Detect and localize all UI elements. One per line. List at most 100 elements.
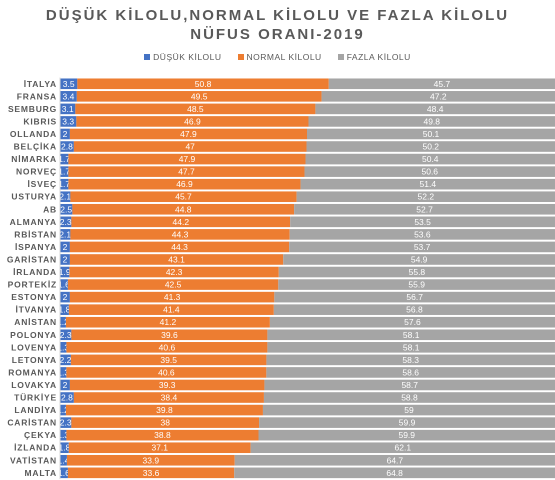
- data-label-underweight: 1.4: [58, 455, 70, 465]
- data-label-normal: 44.3: [172, 229, 189, 239]
- bar-segment-normal: [68, 442, 251, 454]
- bar-segment-normal: [71, 216, 291, 228]
- data-label-underweight: 1.7: [58, 167, 70, 177]
- bar-segment-normal: [66, 342, 268, 353]
- bar-segment-normal: [76, 116, 309, 127]
- data-label-overweight: 54.9: [411, 254, 428, 264]
- category-label: NORVEÇ: [16, 167, 57, 177]
- data-label-underweight: 2.1: [59, 229, 71, 239]
- bar-segment-normal: [66, 367, 267, 378]
- bar-segment-normal: [65, 404, 263, 416]
- data-label-overweight: 58.7: [401, 380, 418, 390]
- category-label: LETONYA: [12, 355, 57, 365]
- category-label: AB: [43, 204, 57, 214]
- data-label-overweight: 52.7: [416, 204, 433, 214]
- bar-segment-normal: [69, 254, 284, 265]
- bar-segment-overweight: [278, 266, 555, 278]
- data-label-overweight: 58.3: [402, 355, 419, 365]
- category-label: ESTONYA: [11, 292, 57, 302]
- data-label-underweight: 3.5: [63, 79, 75, 89]
- bar-segment-underweight: [60, 354, 71, 366]
- bar-segment-underweight: [60, 191, 71, 203]
- data-label-normal: 45.7: [175, 192, 192, 202]
- data-label-overweight: 50.4: [422, 154, 439, 164]
- bar-segment-underweight: [60, 429, 67, 441]
- bar-segment-underweight: [60, 203, 73, 215]
- bar-segment-underweight: [60, 442, 69, 454]
- bar-segment-overweight: [278, 279, 555, 290]
- category-label: KIBRIS: [23, 116, 57, 126]
- legend-swatch-normal: [237, 54, 244, 60]
- bar-segment-underweight: [60, 454, 67, 466]
- category-label: ALMANYA: [10, 217, 57, 227]
- data-label-overweight: 49.8: [423, 116, 440, 126]
- category-label: POLONYA: [10, 330, 57, 340]
- data-label-overweight: 58.1: [403, 342, 420, 352]
- bar-segment-normal: [68, 166, 305, 177]
- bar-segment-normal: [67, 467, 235, 479]
- bar-segment-overweight: [266, 354, 555, 366]
- bar-segment-underweight: [60, 241, 70, 253]
- data-label-underweight: 1.6: [58, 468, 70, 478]
- data-label-normal: 46.9: [184, 116, 201, 126]
- legend: DÜŞÜK KİLOLU NORMAL KİLOLU FAZLA KİLOLU: [0, 52, 555, 62]
- data-label-normal: 50.8: [195, 79, 212, 89]
- category-label: OLLANDA: [10, 129, 57, 139]
- data-label-underweight: 2.8: [61, 142, 73, 152]
- bar-segment-underweight: [60, 467, 68, 479]
- bar-segment-normal: [69, 241, 290, 253]
- data-label-normal: 37.1: [151, 443, 168, 453]
- data-label-normal: 41.4: [163, 305, 180, 315]
- data-label-normal: 33.6: [143, 468, 160, 478]
- data-label-normal: 44.3: [171, 242, 188, 252]
- bar-segment-underweight: [60, 392, 74, 403]
- bar-segment-normal: [65, 316, 270, 328]
- bar-segment-overweight: [321, 91, 555, 102]
- data-label-underweight: 1.3: [57, 430, 69, 440]
- legend-item-overweight: FAZLA KİLOLU: [337, 52, 411, 62]
- legend-label-overweight: FAZLA KİLOLU: [346, 52, 411, 62]
- data-label-normal: 38.4: [161, 393, 178, 403]
- data-label-overweight: 59.9: [399, 418, 416, 428]
- category-label: ÇEKYA: [24, 430, 57, 440]
- bar-segment-underweight: [60, 91, 77, 102]
- bar-segment-underweight: [60, 367, 67, 378]
- data-label-overweight: 51.4: [420, 179, 437, 189]
- bar-segment-overweight: [267, 342, 555, 353]
- bar-segment-overweight: [259, 417, 555, 428]
- category-label: NİMARKA: [11, 154, 57, 164]
- data-label-underweight: 2.5: [60, 204, 72, 214]
- data-label-normal: 38: [160, 418, 170, 428]
- bar-segment-normal: [76, 91, 322, 102]
- bar-segment-normal: [73, 392, 264, 403]
- data-label-underweight: 2.8: [61, 393, 73, 403]
- bar-segment-normal: [68, 304, 274, 315]
- data-label-underweight: 1.8: [59, 305, 71, 315]
- data-label-underweight: 3.3: [62, 116, 74, 126]
- bar-segment-underweight: [60, 166, 69, 177]
- bar-segment-overweight: [273, 304, 555, 315]
- bar-segment-normal: [69, 291, 275, 303]
- category-label: LANDİYA: [14, 405, 57, 415]
- data-label-overweight: 47.2: [430, 91, 447, 101]
- bar-segment-underweight: [60, 417, 72, 428]
- data-label-normal: 47.9: [180, 129, 197, 139]
- data-label-underweight: 2.3: [60, 217, 72, 227]
- data-label-underweight: 1.9: [59, 267, 71, 277]
- bar-segment-overweight: [269, 316, 555, 328]
- bar-segment-overweight: [289, 229, 555, 240]
- bar-segment-underweight: [60, 342, 67, 353]
- data-label-normal: 38.8: [154, 430, 171, 440]
- bar-segment-normal: [69, 128, 308, 140]
- data-label-overweight: 45.7: [434, 79, 451, 89]
- bar-segment-underweight: [60, 78, 78, 90]
- data-label-overweight: 53.7: [414, 242, 431, 252]
- category-label: İSPANYA: [15, 242, 57, 252]
- bar-segment-normal: [72, 203, 295, 215]
- bar-segment-overweight: [283, 254, 555, 265]
- data-label-normal: 43.1: [168, 254, 185, 264]
- data-label-normal: 46.9: [176, 179, 193, 189]
- bar-segment-underweight: [60, 291, 70, 303]
- data-label-underweight: 2.3: [60, 418, 72, 428]
- data-label-underweight: 1.3: [57, 367, 69, 377]
